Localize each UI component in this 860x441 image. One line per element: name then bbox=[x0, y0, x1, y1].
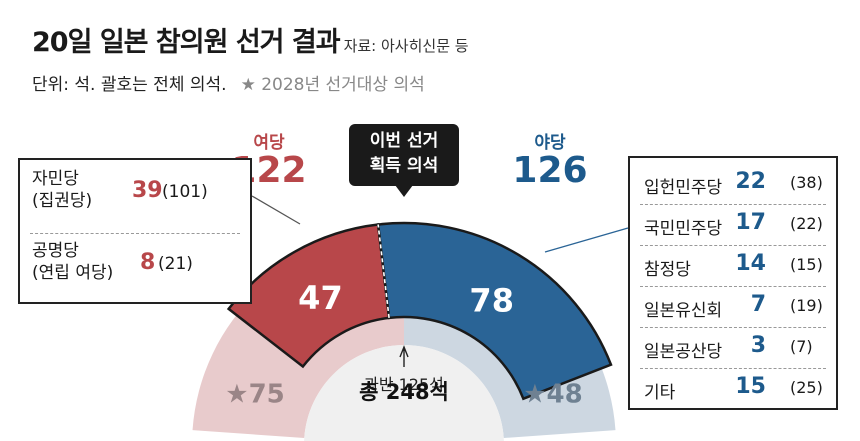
badge-line-2: 획득 의석 bbox=[369, 156, 439, 176]
party-total: (19) bbox=[790, 296, 823, 315]
party-total: (22) bbox=[790, 214, 823, 233]
party-total: (21) bbox=[158, 254, 193, 274]
ruling-not-up-label: ★75 bbox=[225, 379, 285, 409]
party-name: 공명당 (연립 여당) bbox=[32, 241, 114, 283]
ruling-bloc-label: 여당 bbox=[253, 133, 285, 153]
party-won: 8 bbox=[140, 250, 156, 275]
chart-title: 20일 일본 참의원 선거 결과 자료: 아사히신문 등 bbox=[32, 20, 469, 59]
row-divider bbox=[640, 368, 826, 369]
party-name: 기타 bbox=[644, 383, 676, 403]
party-name: 입헌민주당 bbox=[644, 178, 723, 198]
opposition-parties-panel: 입헌민주당 22 (38) 국민민주당 17 (22) 참정당 14 (15) … bbox=[628, 156, 838, 410]
party-total: (25) bbox=[790, 378, 823, 397]
party-row-dpfp: 국민민주당 17 (22) bbox=[644, 207, 828, 243]
majority-arrow bbox=[399, 345, 409, 367]
row-divider bbox=[640, 327, 826, 328]
party-row-cdp: 입헌민주당 22 (38) bbox=[644, 166, 828, 202]
party-won: 15 bbox=[735, 374, 766, 399]
source-note: 자료: 아사히신문 등 bbox=[343, 37, 469, 55]
opposition-bloc-total: 126 bbox=[512, 150, 588, 191]
badge-line-1: 이번 선거 bbox=[369, 131, 439, 151]
badge-pointer bbox=[395, 185, 413, 197]
unit-note-line: 단위: 석. 괄호는 전체 의석. ★ 2028년 선거대상 의석 bbox=[32, 70, 425, 95]
row-divider bbox=[640, 204, 826, 205]
opposition-bloc-label: 야당 bbox=[534, 133, 566, 153]
unit-note: 단위: 석. 괄호는 전체 의석. bbox=[32, 75, 227, 95]
row-divider bbox=[640, 286, 826, 287]
ruling-won-label: 47 bbox=[298, 279, 343, 317]
majority-line bbox=[377, 224, 390, 318]
party-won: 22 bbox=[735, 169, 766, 194]
party-won: 17 bbox=[735, 210, 766, 235]
party-name: 일본공산당 bbox=[644, 342, 723, 362]
party-total: (101) bbox=[162, 182, 208, 202]
ruling-parties-panel: 자민당 (집권당) 39 (101) 공명당 (연립 여당) 8 (21) bbox=[18, 158, 252, 304]
opposition-won-label: 78 bbox=[469, 281, 514, 319]
party-won: 14 bbox=[735, 251, 766, 276]
party-row-jcp: 일본공산당 3 (7) bbox=[644, 330, 828, 366]
majority-label: 과반 125석 bbox=[364, 375, 444, 394]
this-election-seats-badge: 이번 선거 획득 의석 bbox=[349, 124, 459, 186]
total-seats-label: 총 248석 bbox=[359, 380, 449, 404]
title-text: 20일 일본 참의원 선거 결과 bbox=[32, 27, 341, 58]
center-disc bbox=[304, 345, 504, 441]
row-divider bbox=[30, 233, 240, 234]
party-name: 국민민주당 bbox=[644, 219, 723, 239]
party-won: 7 bbox=[750, 292, 766, 317]
party-row-ishin: 일본유신회 7 (19) bbox=[644, 289, 828, 325]
connector-line-ruling bbox=[251, 195, 301, 225]
party-row-others: 기타 15 (25) bbox=[644, 371, 828, 407]
party-won: 3 bbox=[750, 333, 766, 358]
party-total: (38) bbox=[790, 173, 823, 192]
row-divider bbox=[640, 245, 826, 246]
party-row-sanseito: 참정당 14 (15) bbox=[644, 248, 828, 284]
party-name: 자민당 (집권당) bbox=[32, 169, 93, 211]
party-total: (15) bbox=[790, 255, 823, 274]
connector-line-opposition bbox=[544, 227, 629, 253]
star-note: ★ 2028년 선거대상 의석 bbox=[240, 75, 425, 95]
party-won: 39 bbox=[132, 178, 163, 203]
opposition-won-arc bbox=[376, 221, 613, 401]
party-name: 일본유신회 bbox=[644, 301, 723, 321]
party-total: (7) bbox=[790, 337, 813, 356]
party-name: 참정당 bbox=[644, 260, 691, 280]
opposition-not-up-label: ★48 bbox=[523, 379, 583, 409]
